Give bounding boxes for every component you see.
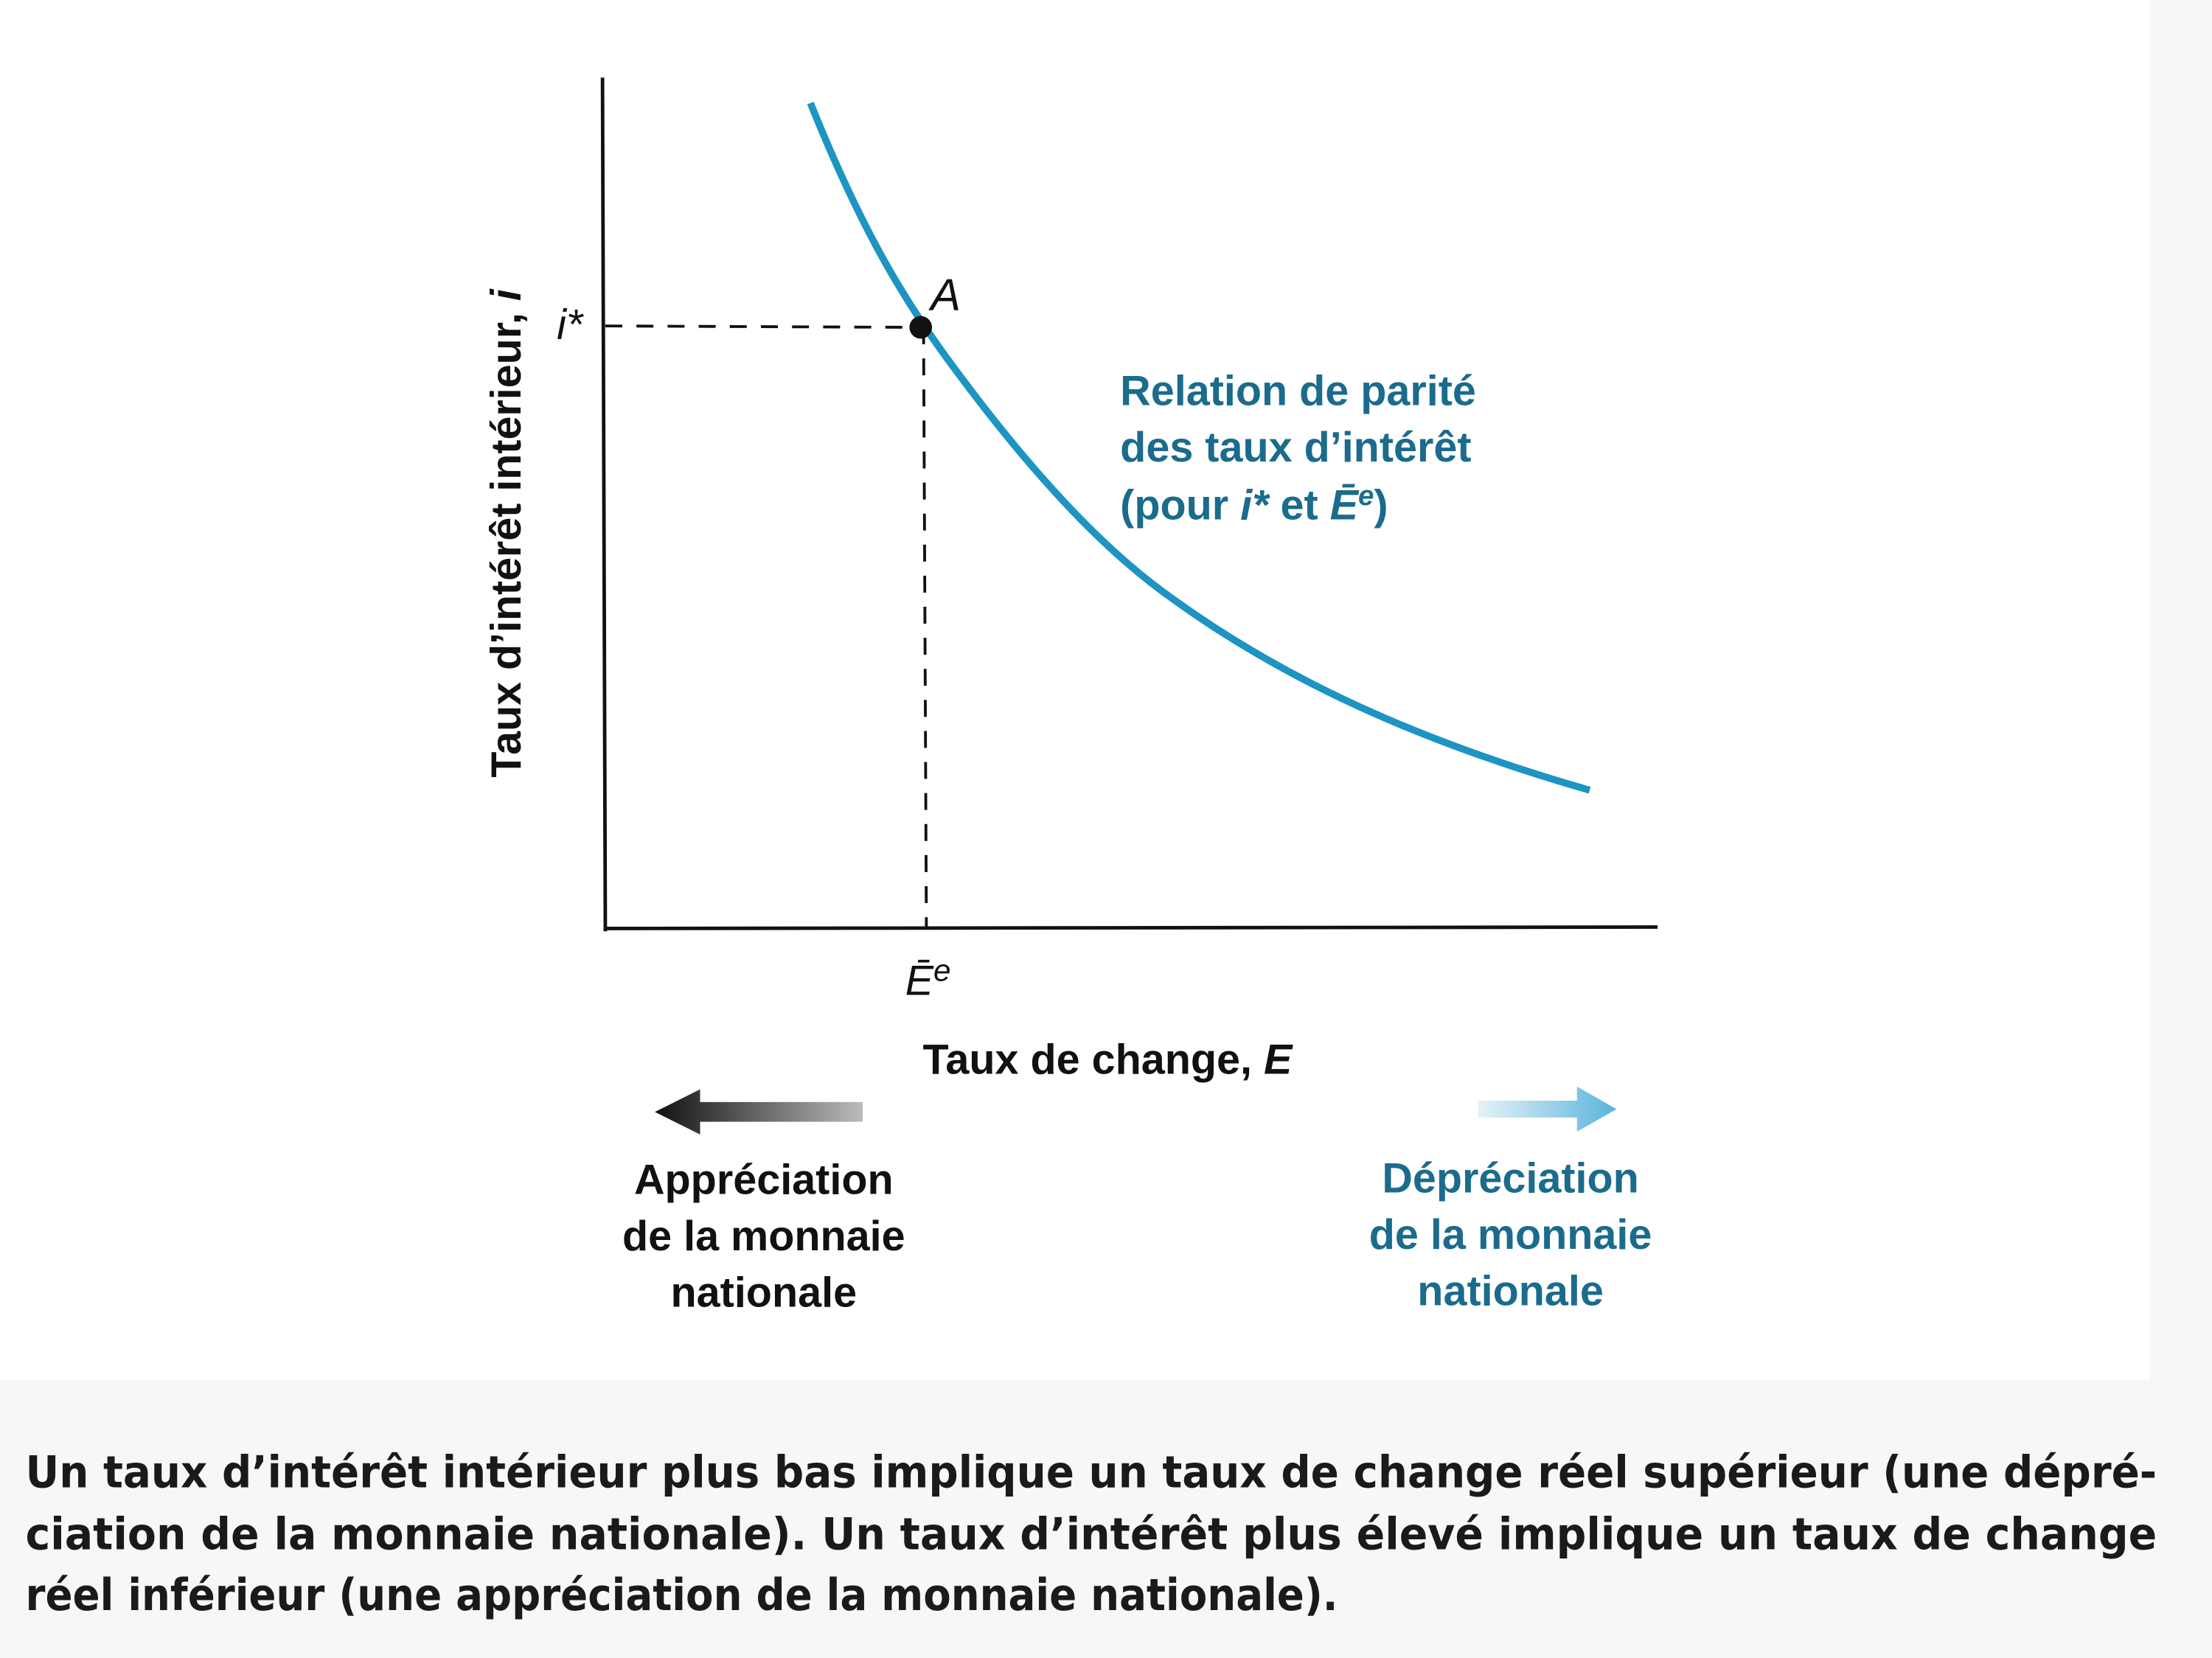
label-part: ) [1374, 481, 1388, 529]
curve-label: (pour i* et Ēe) [1120, 480, 1388, 529]
point-a [909, 316, 933, 339]
label-part: (pour [1120, 481, 1240, 529]
figure-panel [0, 0, 2150, 1380]
label-part: Ē [1330, 481, 1360, 529]
caption-line: Un taux d’intérêt intérieur plus bas imp… [26, 1447, 2157, 1498]
label-part: E [1264, 1037, 1293, 1084]
depreciation-arrow [1478, 1086, 1617, 1132]
right-arrow-label: nationale [1417, 1268, 1604, 1315]
x-axis-label: Taux de change, E [922, 1037, 1293, 1084]
label-part: et [1269, 481, 1330, 529]
y-point-label: i* [557, 301, 584, 348]
caption-line: ciation de la monnaie nationale). Un tau… [26, 1510, 2157, 1561]
point-label: A [928, 269, 961, 320]
label-part: i* [1240, 481, 1270, 529]
label-part: Taux de change, [922, 1037, 1263, 1084]
label-part: Taux d’intérêt intérieur, [483, 301, 530, 778]
y-axis-label: Taux d’intérêt intérieur, i [483, 288, 530, 777]
right-arrow-label: de la monnaie [1369, 1211, 1652, 1258]
curve-label: Relation de parité [1120, 367, 1476, 414]
left-arrow-label: Appréciation [634, 1156, 894, 1203]
label-part: Ē [905, 957, 934, 1004]
x-point-label: Ēe [905, 952, 951, 1004]
caption-line: réel inférieur (une appréciation de la m… [26, 1570, 1338, 1621]
left-arrow-label: de la monnaie [622, 1213, 905, 1260]
y-axis [600, 77, 608, 932]
left-arrow-label: nationale [671, 1269, 858, 1316]
x-axis [605, 925, 1658, 930]
dashed-guide [922, 327, 928, 929]
label-part: e [933, 952, 950, 987]
parity-curve [807, 101, 1591, 794]
label-part: i [483, 288, 530, 301]
label-part: e [1358, 480, 1374, 512]
dashed-guide [605, 324, 921, 329]
appreciation-arrow [655, 1089, 863, 1135]
curve-label: des taux d’intérêt [1120, 424, 1471, 471]
right-arrow-label: Dépréciation [1382, 1154, 1638, 1202]
